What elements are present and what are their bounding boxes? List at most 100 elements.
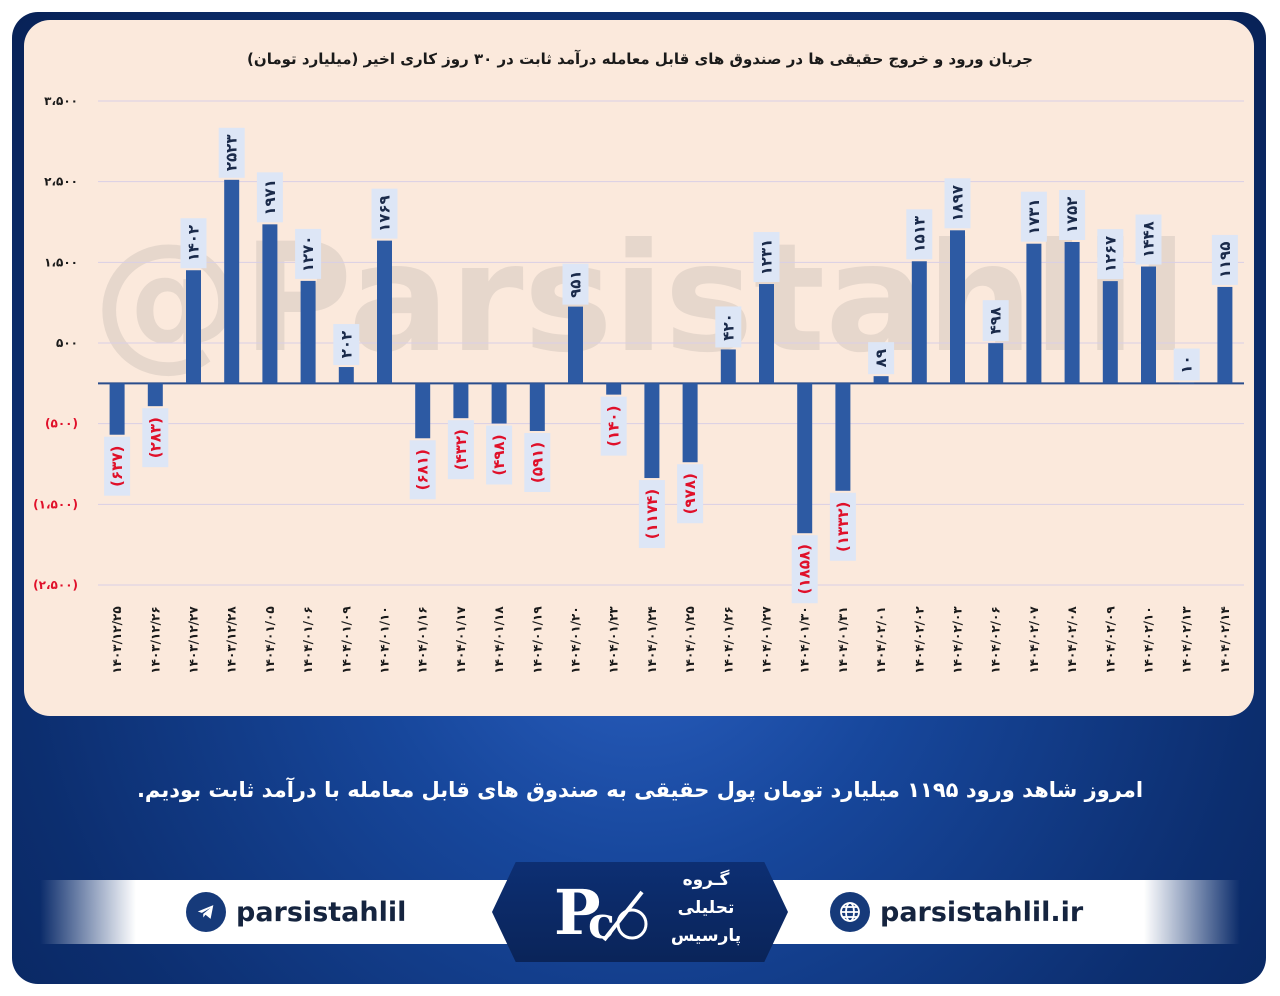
bar <box>644 383 660 479</box>
data-label: (۹۷۸) <box>681 473 699 514</box>
y-tick-label: (۱،۵۰۰) <box>33 497 78 511</box>
bar <box>262 224 278 384</box>
bar <box>415 383 431 439</box>
x-tick-label: ۱۴۰۴/۰۲/۰۶ <box>989 606 1003 673</box>
telegram-handle: parsistahlil <box>236 896 407 928</box>
bar <box>911 261 927 384</box>
x-tick-label: ۱۴۰۴/۰۲/۰۱ <box>874 606 888 673</box>
bar <box>453 383 469 419</box>
x-tick-label: ۱۴۰۴/۰۱/۱۶ <box>416 606 430 673</box>
data-label: ۴۲۰ <box>719 313 737 340</box>
telegram-link[interactable]: parsistahlil <box>186 890 406 934</box>
bar <box>568 306 583 384</box>
bar <box>338 367 354 384</box>
x-tick-label: ۱۴۰۴/۰۱/۲۳ <box>607 606 621 674</box>
x-tick-label: ۱۴۰۴/۰۱/۱۷ <box>454 606 468 674</box>
data-label: ۱۰ <box>1178 355 1196 373</box>
data-label: ۸۹ <box>872 349 890 367</box>
bar <box>300 280 316 384</box>
x-tick-label: ۱۴۰۴/۰۱/۲۰ <box>569 606 583 673</box>
data-label: ۴۹۸ <box>987 307 1005 334</box>
data-label-box <box>104 436 131 496</box>
data-label-box <box>333 324 360 366</box>
x-tick-label: ۱۴۰۴/۰۱/۱۹ <box>530 606 544 674</box>
data-label: (۴۳۲) <box>452 429 470 470</box>
data-label-box <box>1097 229 1124 280</box>
x-tick-label: ۱۴۰۴/۰۱/۰۹ <box>339 606 353 674</box>
data-label: (۱۴۰) <box>605 406 623 447</box>
data-label: ۱۸۹۷ <box>949 185 967 222</box>
x-tick-label: ۱۴۰۴/۰۱/۰۶ <box>301 606 315 673</box>
svg-text:c: c <box>588 898 615 949</box>
x-tick-label: ۱۴۰۳/۱۲/۲۶ <box>148 606 162 673</box>
logo-line-3: پارسیس <box>670 926 742 946</box>
x-tick-label: ۱۴۰۴/۰۱/۲۷ <box>760 606 774 674</box>
x-tick-label: ۱۴۰۴/۰۱/۳۰ <box>798 606 812 673</box>
x-tick-label: ۱۴۰۴/۰۲/۱۴ <box>1218 606 1232 673</box>
data-label-box <box>600 396 627 456</box>
data-label: ۱۷۳۱ <box>1025 198 1043 235</box>
x-tick-label: ۱۴۰۴/۰۲/۱۰ <box>1142 606 1156 673</box>
data-label: (۶۸۱) <box>414 449 432 490</box>
data-label: (۱۸۵۸) <box>796 544 814 594</box>
bar <box>873 376 889 384</box>
bar <box>988 343 1004 384</box>
website-url: parsistahlil.ir <box>880 896 1084 928</box>
data-label-box <box>906 209 933 260</box>
bar <box>1141 266 1156 384</box>
data-label-box <box>1059 190 1086 241</box>
data-label-box <box>486 425 513 485</box>
logo-mark-icon: P c <box>554 876 648 949</box>
bar <box>1026 243 1042 384</box>
x-tick-label: ۱۴۰۴/۰۲/۰۸ <box>1065 606 1079 674</box>
website-link[interactable]: parsistahlil.ir <box>830 890 1083 934</box>
x-tick-label: ۱۴۰۴/۰۱/۲۴ <box>645 606 659 673</box>
brand-logo: P c <box>492 862 788 962</box>
data-label-box <box>944 178 971 229</box>
data-label: (۴۹۸) <box>490 434 508 475</box>
x-tick-label: ۱۴۰۳/۱۲/۲۸ <box>225 606 239 674</box>
data-label-box <box>180 218 207 269</box>
telegram-icon <box>186 892 226 932</box>
y-tick-label: (۲،۵۰۰) <box>33 578 78 592</box>
data-label: (۲۸۳) <box>146 417 164 458</box>
y-tick-label: ۳،۵۰۰ <box>44 94 78 108</box>
x-tick-label: ۱۴۰۴/۰۲/۰۹ <box>1103 606 1117 674</box>
data-label: (۱۱۷۴) <box>643 489 661 539</box>
bar <box>1064 242 1080 384</box>
bar <box>109 383 125 435</box>
x-tick-label: ۱۴۰۴/۰۱/۳۱ <box>836 606 850 673</box>
bar <box>186 270 201 384</box>
data-label-box <box>829 492 856 561</box>
bar <box>491 383 507 424</box>
bar <box>606 383 622 395</box>
data-label-box <box>1135 214 1162 265</box>
data-label-box <box>638 480 665 549</box>
x-tick-label: ۱۴۰۴/۰۱/۱۸ <box>492 606 506 674</box>
x-tick-label: ۱۴۰۴/۰۱/۱۰ <box>378 606 392 673</box>
data-label: ۹۵۱ <box>567 270 585 297</box>
data-label: (۶۳۷) <box>108 446 126 487</box>
data-label-box <box>1020 191 1047 242</box>
x-tick-label: ۱۴۰۴/۰۱/۲۵ <box>683 606 697 673</box>
bar <box>147 383 163 407</box>
data-label: (۵۹۱) <box>528 442 546 483</box>
data-label-box <box>409 440 436 500</box>
x-tick-label: ۱۴۰۴/۰۲/۰۷ <box>1027 606 1041 674</box>
data-label-box <box>447 420 474 480</box>
logo-line-1: گـروه <box>682 870 730 890</box>
data-label-box <box>218 127 245 178</box>
logo-line-2: تحلیلی <box>677 898 735 918</box>
data-label-box <box>677 464 704 524</box>
chart-title: جریان ورود و خروج حقیقی ها در صندوق های … <box>247 50 1033 68</box>
x-tick-label: ۱۴۰۴/۰۲/۰۲ <box>912 606 926 674</box>
bar <box>529 383 545 432</box>
data-label-box <box>1173 348 1200 381</box>
data-label-box <box>562 263 589 305</box>
data-label-box <box>791 535 818 604</box>
data-label-box <box>753 232 780 283</box>
y-tick-label: ۲،۵۰۰ <box>44 175 78 189</box>
svg-text:P: P <box>554 876 601 949</box>
data-label: (۱۳۳۲) <box>834 502 852 552</box>
bar <box>682 383 698 463</box>
